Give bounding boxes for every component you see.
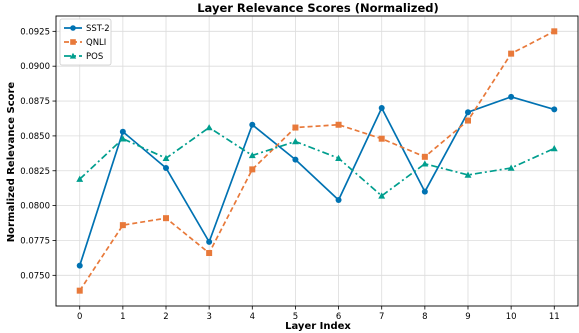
x-tick-label: 2	[163, 312, 168, 322]
data-point-qnli	[249, 166, 256, 173]
data-point-qnli	[551, 28, 558, 35]
y-tick-label: 0.0775	[20, 236, 50, 246]
data-point-qnli	[163, 215, 170, 222]
series-line-pos	[79, 126, 555, 197]
x-tick-label: 3	[206, 312, 211, 322]
legend-marker-pos	[69, 52, 77, 59]
data-point-pos	[507, 164, 515, 171]
data-point-qnli	[421, 153, 428, 160]
legend-label-sst-2: SST-2	[86, 24, 110, 34]
data-point-sst-2	[249, 121, 256, 128]
data-point-sst-2	[206, 238, 213, 245]
legend: SST-2 QNLI POS	[59, 18, 112, 66]
chart-title: Layer Relevance Scores (Normalized)	[197, 1, 439, 15]
series-lines	[76, 28, 558, 294]
data-point-sst-2	[421, 188, 428, 195]
x-tick-label: 10	[506, 312, 517, 322]
data-point-pos	[464, 171, 472, 178]
data-point-pos	[162, 154, 170, 161]
legend-marker-sst-2	[70, 25, 76, 31]
data-point-sst-2	[464, 109, 471, 116]
series-line-qnli	[79, 30, 555, 292]
data-point-qnli	[76, 287, 83, 294]
legend-label-qnli: QNLI	[86, 38, 106, 48]
data-point-pos	[421, 160, 429, 167]
series-qnli	[76, 28, 558, 294]
series-sst-2	[76, 93, 558, 269]
x-tick-label: 8	[422, 312, 427, 322]
data-point-pos	[550, 145, 558, 152]
plot-frame	[55, 15, 579, 307]
y-tick-label: 0.0875	[20, 97, 50, 107]
data-point-pos	[205, 124, 213, 131]
y-tick-label: 0.0825	[20, 167, 50, 177]
data-point-qnli	[464, 117, 471, 124]
data-point-pos	[76, 175, 84, 182]
x-tick-label: 5	[293, 312, 298, 322]
gridlines	[56, 16, 578, 306]
data-point-sst-2	[335, 197, 342, 204]
data-point-qnli	[378, 135, 385, 142]
y-tick-label: 0.0925	[20, 27, 50, 37]
data-point-sst-2	[163, 164, 170, 171]
y-tick-label: 0.0850	[20, 132, 50, 142]
x-tick-label: 9	[465, 312, 470, 322]
data-point-sst-2	[508, 93, 515, 100]
y-tick-label: 0.0800	[20, 202, 50, 212]
data-point-sst-2	[119, 128, 126, 135]
x-tick-label: 6	[336, 312, 341, 322]
x-tick-label: 4	[250, 312, 255, 322]
data-point-pos	[291, 138, 299, 145]
data-point-qnli	[206, 250, 213, 257]
y-tick-label: 0.0900	[20, 62, 50, 72]
x-tick-label: 1	[120, 312, 125, 322]
data-point-pos	[335, 154, 343, 161]
x-axis-ticks: 0 1 2 3 4 5 6 7 8 9 10 11	[77, 306, 560, 322]
data-point-pos	[248, 151, 256, 159]
data-point-pos	[119, 135, 127, 142]
y-axis-ticks: 0.0750 0.0775 0.0800 0.0825 0.0850 0.0875 0.09…	[20, 27, 56, 281]
data-point-sst-2	[551, 106, 558, 113]
data-point-qnli	[292, 124, 299, 131]
legend-marker-qnli	[70, 39, 76, 45]
data-point-qnli	[119, 222, 126, 229]
legend-label-pos: POS	[86, 52, 103, 62]
data-point-pos	[378, 192, 386, 199]
y-tick-label: 0.0750	[20, 271, 50, 281]
x-tick-label: 0	[77, 312, 82, 322]
x-axis-label: Layer Index	[285, 321, 351, 332]
data-point-qnli	[508, 50, 515, 57]
data-point-sst-2	[378, 105, 385, 112]
x-tick-label: 11	[549, 312, 560, 322]
x-tick-label: 7	[379, 312, 384, 322]
data-point-sst-2	[76, 262, 83, 269]
data-point-sst-2	[292, 156, 299, 163]
data-point-qnli	[335, 121, 342, 128]
series-pos	[76, 124, 558, 199]
y-axis-label: Normalized Relevance Score	[6, 82, 17, 243]
